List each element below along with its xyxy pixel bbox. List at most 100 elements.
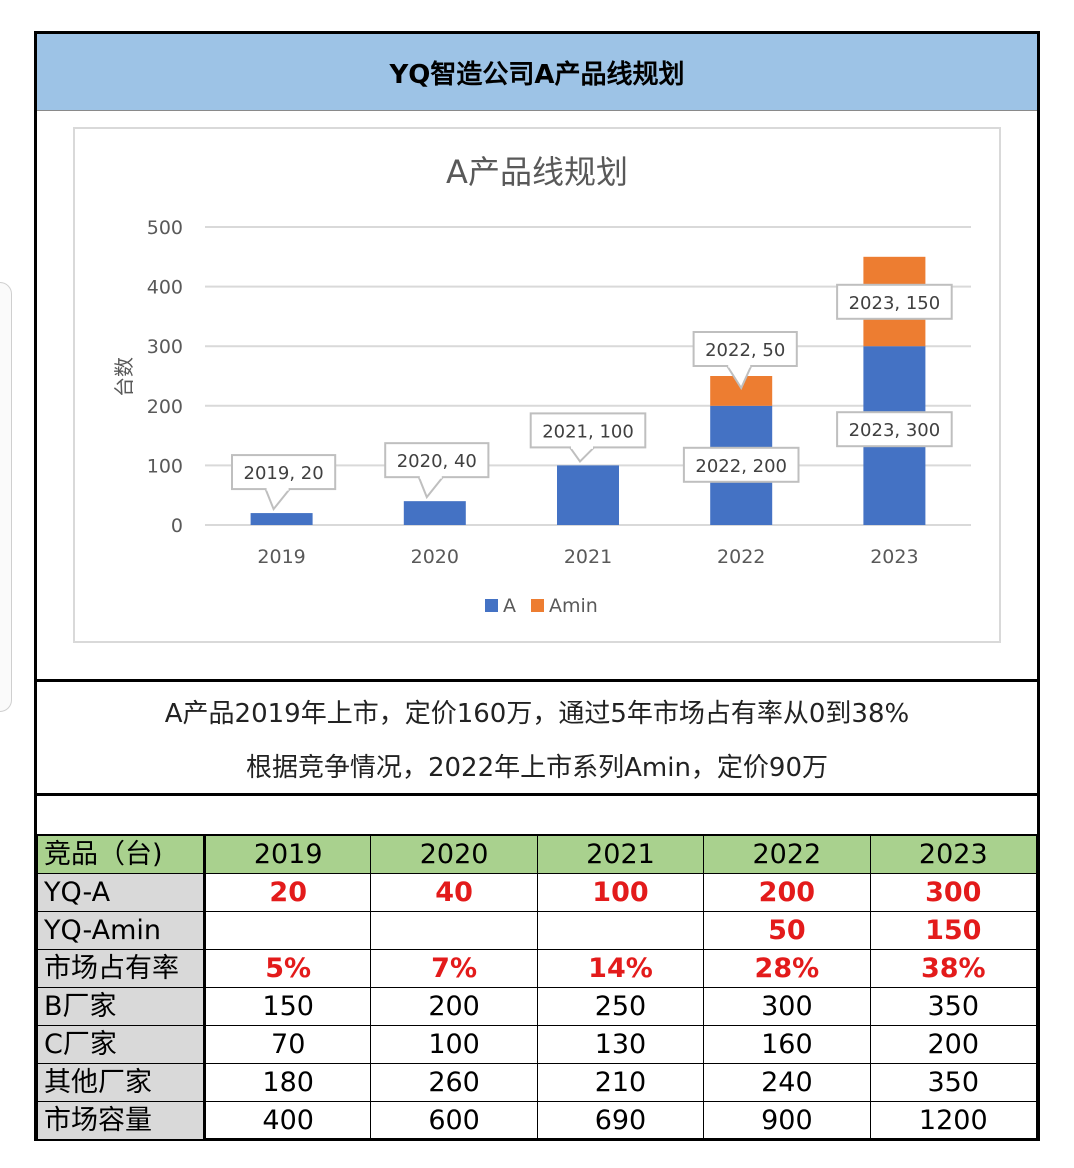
bar-A-2020 (403, 501, 466, 525)
legend-swatch-Amin (531, 599, 544, 612)
row-label: 其他厂家 (37, 1063, 206, 1102)
x-tick-label: 2023 (870, 546, 918, 568)
table-cell: 250 (536, 987, 705, 1026)
callout-text: 2021, 100 (542, 421, 634, 442)
callout-text: 2023, 150 (849, 293, 941, 314)
table-row: C厂家 70 100 130 160 200 (37, 1025, 1038, 1064)
table-cell: 200 (703, 873, 871, 912)
legend-label: Amin (549, 595, 598, 617)
table-header-year: 2020 (370, 835, 538, 874)
table-header-year: 2022 (703, 835, 871, 874)
table-cell: 350 (869, 987, 1038, 1026)
table-cell: 240 (703, 1063, 871, 1102)
row-label: 市场占有率 (37, 949, 206, 988)
table-cell: 900 (703, 1101, 871, 1139)
table-cell (536, 911, 705, 950)
table-cell: 150 (869, 911, 1038, 950)
x-tick-label: 2019 (257, 546, 305, 568)
row-label: YQ-A (37, 873, 206, 912)
bar-A-2019 (250, 513, 313, 525)
table-cell: 200 (370, 987, 538, 1026)
table-cell: 40 (370, 873, 538, 912)
side-drawer-handle[interactable] (0, 282, 12, 712)
sheet-title: YQ智造公司A产品线规划 (37, 34, 1037, 110)
table-cell: 400 (203, 1101, 372, 1139)
table-cell: 300 (703, 987, 871, 1026)
table-cell: 350 (869, 1063, 1038, 1102)
data-callout: 2020, 40 (384, 442, 490, 500)
planning-sheet: YQ智造公司A产品线规划 A产品线规划 台数 0 100 200 300 400 500 … (34, 31, 1040, 1141)
y-tick-label: 200 (147, 396, 183, 418)
table-row: YQ-Amin 50 150 (37, 911, 1038, 950)
x-tick-label: 2022 (717, 546, 765, 568)
y-tick-label: 400 (147, 277, 183, 299)
chart-title: A产品线规划 (446, 153, 628, 191)
table-header-year: 2021 (536, 835, 705, 874)
spacer-row (37, 796, 1037, 835)
data-callout: 2022, 50 (692, 331, 798, 391)
table-cell: 28% (703, 949, 871, 988)
table-cell: 150 (203, 987, 372, 1026)
table-cell: 14% (536, 949, 705, 988)
data-callout: 2019, 20 (231, 454, 337, 512)
note-line-1: A产品2019年上市，定价160万，通过5年市场占有率从0到38% (164, 699, 910, 729)
y-tick-label: 0 (171, 515, 183, 537)
table-cell: 100 (370, 1025, 538, 1064)
notes-section: A产品2019年上市，定价160万，通过5年市场占有率从0到38% 根据竞争情况… (37, 681, 1037, 796)
data-callout: 2023, 150 (836, 283, 953, 320)
note-line-2: 根据竞争情况，2022年上市系列Amin，定价90万 (245, 753, 829, 783)
table-cell: 200 (869, 1025, 1038, 1064)
table-cell: 100 (536, 873, 705, 912)
table-row: 市场占有率 5% 7% 14% 28% 38% (37, 949, 1038, 988)
table-cell: 38% (869, 949, 1038, 988)
table-cell: 5% (203, 949, 372, 988)
legend-label: A (503, 595, 516, 617)
table-row: YQ-A 20 40 100 200 300 (37, 873, 1038, 912)
table-cell: 260 (370, 1063, 538, 1102)
table-cell: 7% (370, 949, 538, 988)
table-cell (203, 911, 372, 950)
data-callout: 2022, 200 (682, 446, 800, 483)
legend-swatch-A (485, 599, 498, 612)
x-tick-label: 2021 (564, 546, 612, 568)
table-cell: 300 (869, 873, 1038, 912)
callout-text: 2023, 300 (849, 420, 941, 441)
y-axis-label: 台数 (112, 357, 136, 397)
table-cell: 160 (703, 1025, 871, 1064)
callout-text: 2022, 50 (705, 340, 785, 361)
callout-text: 2020, 40 (397, 451, 477, 472)
table-cell: 130 (536, 1025, 705, 1064)
y-tick-label: 500 (147, 217, 183, 239)
bar-A-2021 (557, 465, 619, 525)
table-cell: 20 (203, 873, 372, 912)
y-tick-label: 300 (147, 336, 183, 358)
chart-area: A产品线规划 台数 0 100 200 300 400 500 2019 2020 2021 2… (37, 110, 1037, 682)
table-cell: 50 (703, 911, 871, 950)
stacked-bar-chart: A产品线规划 台数 0 100 200 300 400 500 2019 2020 2021 2… (112, 153, 971, 617)
table-row: B厂家 150 200 250 300 350 (37, 987, 1038, 1026)
table-header-label: 竞品（台) (37, 835, 206, 874)
callout-text: 2019, 20 (244, 463, 324, 484)
table-cell: 70 (203, 1025, 372, 1064)
table-header-year: 2023 (869, 835, 1038, 874)
competitor-table: 竞品（台) 2019 2020 2021 2022 2023 YQ-A 20 40 100 200 3… (37, 835, 1038, 1139)
table-cell: 690 (536, 1101, 705, 1139)
row-label: 市场容量 (37, 1101, 206, 1139)
chart-frame: A产品线规划 台数 0 100 200 300 400 500 2019 2020 2021 2… (73, 127, 1001, 643)
row-label: B厂家 (37, 987, 206, 1026)
data-callout: 2023, 300 (836, 411, 953, 448)
table-header-year: 2019 (203, 835, 372, 874)
table-cell: 210 (536, 1063, 705, 1102)
table-header-row: 竞品（台) 2019 2020 2021 2022 2023 (37, 835, 1038, 874)
callout-text: 2022, 200 (695, 456, 787, 477)
table-cell (370, 911, 538, 950)
table-cell: 1200 (869, 1101, 1038, 1139)
table-row: 市场容量 400 600 690 900 1200 (37, 1101, 1038, 1139)
data-callout: 2021, 100 (529, 412, 647, 463)
table-cell: 600 (370, 1101, 538, 1139)
row-label: YQ-Amin (37, 911, 206, 950)
row-label: C厂家 (37, 1025, 206, 1064)
table-row: 其他厂家 180 260 210 240 350 (37, 1063, 1038, 1102)
table-cell: 180 (203, 1063, 372, 1102)
y-tick-label: 100 (147, 455, 183, 477)
